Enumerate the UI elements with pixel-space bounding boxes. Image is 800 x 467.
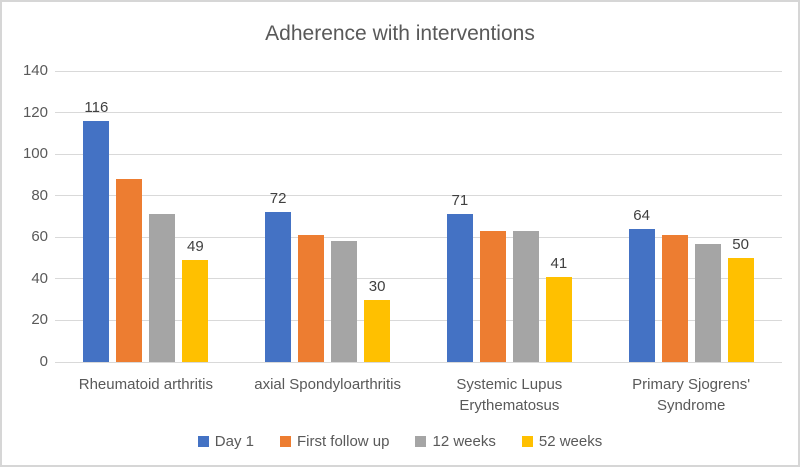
- category-label: Systemic Lupus Erythematosus: [456, 376, 563, 414]
- y-tick-label: 120: [22, 103, 48, 121]
- bar-groups-layer: 116 49 72 30 71 41 64 50: [55, 71, 782, 362]
- x-axis-category-labels: Rheumatoid arthritis axial Spondyloarthri…: [55, 374, 782, 416]
- bar-wrap: 72: [265, 71, 292, 362]
- gridline: [55, 70, 782, 72]
- legend-label: 12 weeks: [432, 433, 496, 450]
- gridline: [55, 236, 782, 238]
- bar: [265, 212, 292, 362]
- bar: [298, 235, 325, 362]
- bar-value-label: 49: [187, 238, 204, 256]
- y-tick-label: 0: [39, 353, 48, 370]
- bar-value-label: 71: [451, 192, 469, 210]
- y-tick-label: 20: [31, 311, 48, 329]
- bar-wrap: [331, 71, 358, 362]
- legend-swatch: [197, 436, 209, 447]
- gridline: [55, 278, 782, 280]
- bar: [545, 276, 572, 362]
- bar: [116, 179, 143, 362]
- bar-value-label: 116: [84, 98, 109, 116]
- bar-wrap: 41: [545, 71, 572, 362]
- gridline: [55, 153, 782, 155]
- y-tick-label: 100: [22, 145, 48, 163]
- bar: [479, 231, 506, 362]
- y-tick-label: 140: [22, 62, 48, 79]
- legend: Day 1 First follow up 12 weeks 52 weeks: [2, 433, 798, 450]
- bar: [628, 228, 655, 362]
- bar-group: 116 49: [55, 71, 237, 362]
- bar-wrap: [479, 71, 506, 362]
- y-tick-label: 80: [31, 186, 48, 204]
- legend-label: First follow up: [296, 433, 390, 450]
- legend-item: 12 weeks: [415, 433, 496, 450]
- bar-value-label: 30: [368, 277, 386, 295]
- legend-swatch: [415, 436, 427, 447]
- category-label: Rheumatoid arthritis: [78, 376, 213, 393]
- bar-value-label: 64: [633, 206, 650, 224]
- category-label: axial Spondyloarthritis: [254, 376, 401, 393]
- y-tick-label: 40: [31, 269, 48, 287]
- bar: [83, 120, 110, 362]
- bar-value-label: 41: [550, 254, 568, 272]
- category-label: Primary Sjogrens' Syndrome: [632, 376, 751, 414]
- bar-group: 64 50: [600, 71, 782, 362]
- bar: [446, 214, 473, 362]
- bar: [694, 243, 721, 362]
- bar-value-label: 50: [732, 236, 749, 254]
- gridline: [55, 195, 782, 197]
- bar: [364, 299, 391, 362]
- bar-wrap: [661, 71, 688, 362]
- bar-wrap: 116: [83, 71, 110, 362]
- legend-item: First follow up: [279, 433, 390, 450]
- bar: [331, 241, 358, 362]
- y-tick-label: 60: [31, 228, 48, 246]
- gridline: [55, 112, 782, 114]
- legend-item: 52 weeks: [521, 433, 603, 450]
- bar-wrap: 64: [628, 71, 655, 362]
- bar-value-label: 72: [269, 190, 287, 208]
- bar-wrap: 71: [446, 71, 473, 362]
- bar-wrap: 49: [182, 71, 209, 362]
- legend-item: Day 1: [197, 433, 254, 450]
- legend-label: Day 1: [214, 433, 254, 450]
- bar-wrap: 50: [727, 71, 754, 362]
- bar: [661, 235, 688, 362]
- gridline: [55, 361, 782, 363]
- bar: [727, 258, 754, 362]
- bar-wrap: [512, 71, 539, 362]
- bar-group: 72 30: [237, 71, 419, 362]
- bar-wrap: [694, 71, 721, 362]
- gridline: [55, 319, 782, 321]
- bar-wrap: [149, 71, 176, 362]
- bar: [149, 214, 176, 362]
- bar-group: 71 41: [419, 71, 601, 362]
- legend-label: 52 weeks: [538, 433, 603, 450]
- legend-swatch: [521, 436, 533, 447]
- bar-wrap: [116, 71, 143, 362]
- bar: [512, 231, 539, 362]
- legend-swatch: [279, 436, 291, 447]
- chart-title: Adherence with interventions: [265, 22, 535, 45]
- plot-area: 116 49 72 30 71 41 64 50: [55, 70, 782, 363]
- bar-wrap: [298, 71, 325, 362]
- bar-wrap: 30: [364, 71, 391, 362]
- bar: [182, 260, 209, 362]
